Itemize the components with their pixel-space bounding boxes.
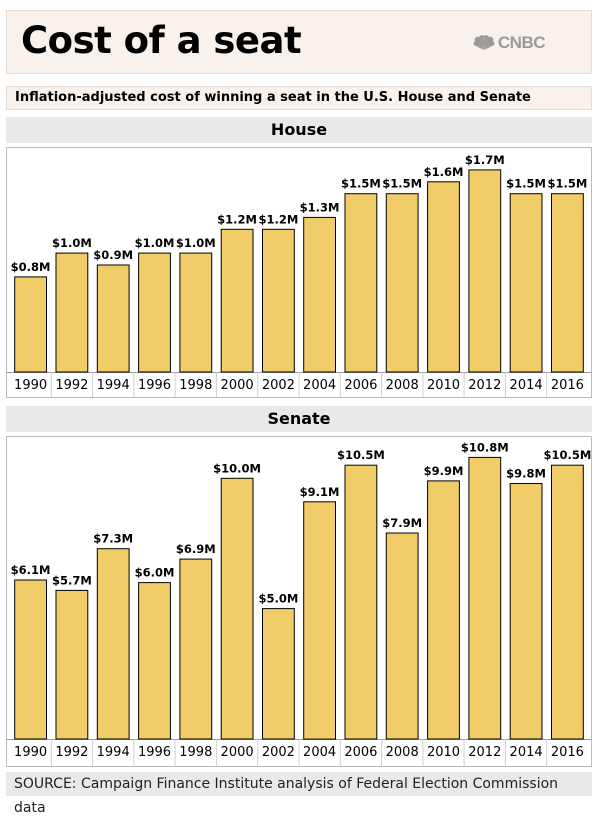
house-bar-2012 (468, 169, 502, 373)
house-tick-label-2010: 2010 (427, 378, 460, 393)
senate-tick-label-2004: 2004 (303, 745, 336, 760)
house-tick-label-2014: 2014 (510, 378, 543, 393)
senate-chart-svg: $6.1M 1990 $5.7M 1992 $7.3M 1994 $6.0M 1996 $6.9… (7, 440, 591, 766)
senate-bar-2008 (385, 532, 419, 740)
house-bar-1998 (179, 252, 213, 373)
senate-bar-2000 (220, 477, 254, 740)
senate-value-label-2016: $10.5M (543, 448, 591, 462)
senate-bar-1998 (179, 558, 213, 740)
senate-bar-2006 (344, 464, 378, 740)
house-bar-2010 (427, 181, 460, 373)
house-value-label-1994: $0.9M (93, 248, 133, 262)
house-value-label-1998: $1.0M (176, 236, 216, 250)
house-value-label-2016: $1.5M (547, 177, 587, 191)
senate-tick-label-1998: 1998 (179, 745, 212, 760)
senate-tick-label-2014: 2014 (510, 745, 543, 760)
house-value-label-2002: $1.2M (258, 212, 298, 226)
page-title: Cost of a seat (21, 19, 302, 62)
logo-text: CNBC (497, 33, 546, 52)
senate-value-label-1994: $7.3M (93, 532, 133, 546)
senate-value-label-1996: $6.0M (135, 566, 175, 580)
house-value-label-2004: $1.3M (300, 200, 340, 214)
house-value-label-1992: $1.0M (52, 236, 92, 250)
senate-tick-label-1996: 1996 (138, 745, 171, 760)
senate-tick-label-1990: 1990 (14, 745, 47, 760)
senate-section-title: Senate (6, 406, 592, 432)
house-value-label-2000: $1.2M (217, 212, 257, 226)
cnbc-logo: CNBC (473, 33, 546, 53)
senate-value-label-1990: $6.1M (11, 563, 51, 577)
house-chart: $0.8M 1990 $1.0M 1992 $0.9M 1994 $1.0M 1996 $1.0… (6, 147, 592, 398)
senate-tick-label-2010: 2010 (427, 745, 460, 760)
senate-value-label-2008: $7.9M (382, 516, 422, 530)
house-tick-label-2012: 2012 (468, 378, 501, 393)
house-bar-2000 (220, 228, 254, 373)
house-bar-1990 (14, 276, 47, 373)
senate-tick-label-2016: 2016 (551, 745, 584, 760)
senate-bar-2010 (427, 480, 460, 740)
senate-bar-2002 (262, 608, 295, 740)
peacock-icon (473, 35, 495, 50)
house-tick-label-1994: 1994 (97, 378, 130, 393)
house-chart-svg: $0.8M 1990 $1.0M 1992 $0.9M 1994 $1.0M 1996 $1.0… (7, 153, 591, 397)
house-bar-2014 (509, 193, 543, 373)
house-value-label-2006: $1.5M (341, 177, 381, 191)
house-bar-1996 (138, 252, 171, 373)
senate-value-label-2012: $10.8M (461, 440, 509, 454)
house-value-label-2014: $1.5M (506, 177, 546, 191)
house-tick-label-2002: 2002 (262, 378, 295, 393)
senate-value-label-2014: $9.8M (506, 467, 546, 481)
house-bar-2004 (303, 216, 337, 373)
house-bar-2008 (385, 193, 419, 373)
house-tick-label-1990: 1990 (14, 378, 47, 393)
house-tick-label-2016: 2016 (551, 378, 584, 393)
senate-tick-label-2008: 2008 (386, 745, 419, 760)
senate-tick-label-1992: 1992 (55, 745, 88, 760)
senate-value-label-2000: $10.0M (213, 461, 261, 475)
house-tick-label-2004: 2004 (303, 378, 336, 393)
house-tick-label-2000: 2000 (221, 378, 254, 393)
senate-value-label-2004: $9.1M (300, 485, 340, 499)
senate-tick-label-2012: 2012 (468, 745, 501, 760)
senate-value-label-1992: $5.7M (52, 573, 92, 587)
house-value-label-2008: $1.5M (382, 177, 422, 191)
senate-value-label-2002: $5.0M (258, 592, 298, 606)
senate-value-label-2006: $10.5M (337, 448, 385, 462)
senate-bar-1990 (14, 579, 47, 740)
senate-tick-label-2002: 2002 (262, 745, 295, 760)
house-value-label-1990: $0.8M (11, 260, 51, 274)
senate-bar-2014 (509, 483, 543, 740)
senate-bar-1994 (96, 548, 130, 740)
house-value-label-1996: $1.0M (135, 236, 175, 250)
house-value-label-2010: $1.6M (424, 165, 464, 179)
house-bar-1992 (55, 252, 89, 373)
senate-bar-2016 (551, 464, 584, 740)
house-value-label-2012: $1.7M (465, 153, 505, 167)
house-bar-2006 (344, 193, 378, 373)
senate-bar-2012 (468, 456, 502, 740)
senate-bar-2004 (303, 501, 337, 740)
senate-tick-label-1994: 1994 (97, 745, 130, 760)
house-tick-label-2008: 2008 (386, 378, 419, 393)
house-bar-1994 (96, 264, 130, 373)
house-tick-label-1996: 1996 (138, 378, 171, 393)
senate-value-label-2010: $9.9M (424, 464, 464, 478)
senate-tick-label-2006: 2006 (344, 745, 377, 760)
house-bar-2016 (551, 193, 584, 373)
senate-bar-1996 (138, 582, 171, 740)
senate-chart: $6.1M 1990 $5.7M 1992 $7.3M 1994 $6.0M 1996 $6.9… (6, 436, 592, 767)
house-tick-label-2006: 2006 (344, 378, 377, 393)
house-tick-label-1992: 1992 (55, 378, 88, 393)
senate-bar-1992 (55, 589, 89, 740)
chart-subtitle: Inflation-adjusted cost of winning a sea… (6, 86, 592, 110)
house-section-title: House (6, 117, 592, 143)
senate-tick-label-2000: 2000 (221, 745, 254, 760)
house-tick-label-1998: 1998 (179, 378, 212, 393)
house-bar-2002 (262, 228, 295, 373)
senate-value-label-1998: $6.9M (176, 542, 216, 556)
source-note: SOURCE: Campaign Finance Institute analy… (6, 772, 592, 816)
header-panel: Cost of a seat CNBC (6, 10, 592, 74)
